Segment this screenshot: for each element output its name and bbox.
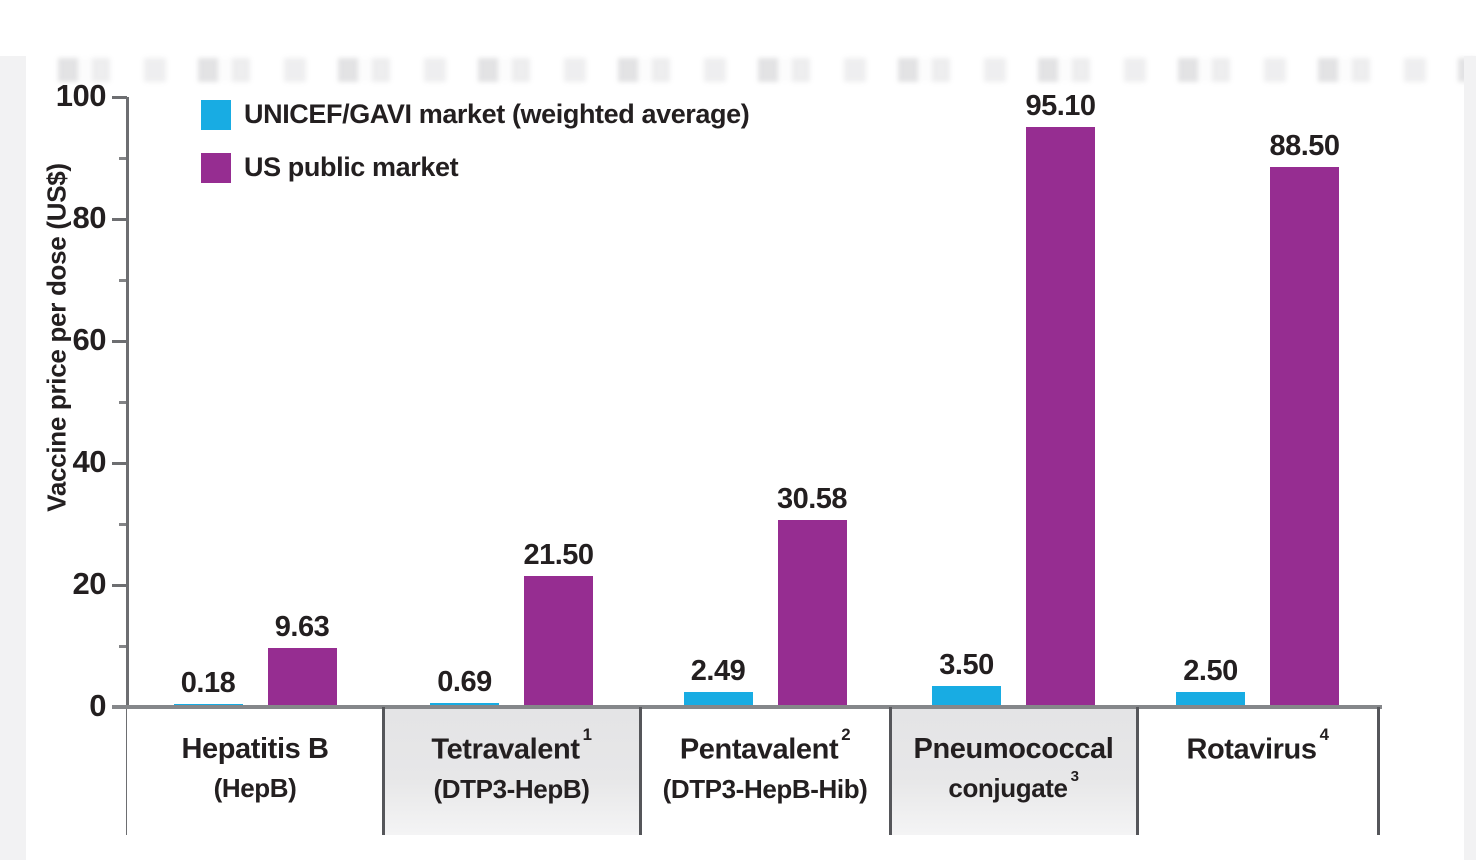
y-tick-label: 100 <box>55 78 107 113</box>
category-divider <box>381 707 385 835</box>
legend-swatch <box>201 99 231 130</box>
legend-item: UNICEF/GAVI market (weighted average) <box>201 99 750 130</box>
y-axis-minor-tick <box>119 156 127 160</box>
category-cell: Rotavirus 4 <box>1137 709 1378 835</box>
category-divider <box>1376 707 1380 835</box>
y-axis-minor-tick <box>119 278 127 282</box>
category-label: Pneumococcal <box>913 733 1114 765</box>
bar <box>1176 691 1245 707</box>
y-axis-line <box>126 97 129 835</box>
legend-swatch <box>201 152 231 183</box>
footnote-marker: 4 <box>1319 725 1329 745</box>
bar-value-label: 30.58 <box>776 483 848 516</box>
category-divider <box>1135 707 1139 835</box>
category-sublabel: conjugate 3 <box>948 767 1079 803</box>
bar-value-label: 9.63 <box>274 611 330 644</box>
top-crop-artifact <box>58 58 1476 82</box>
category-sublabel: (DTP3-HepB-Hib) <box>662 773 868 804</box>
category-label: Tetravalent 1 <box>431 725 592 766</box>
y-axis-tick <box>112 95 127 99</box>
bar-value-label: 0.18 <box>180 667 236 699</box>
bar <box>777 520 847 707</box>
y-tick-label: 60 <box>72 322 107 357</box>
category-label: Pentavalent 2 <box>679 725 851 766</box>
bar-value-label: 21.50 <box>523 538 594 571</box>
footnote-marker: 2 <box>841 725 851 745</box>
y-axis-tick <box>112 339 127 343</box>
category-sublabel: (HepB) <box>213 773 297 803</box>
y-axis-minor-tick <box>119 522 127 526</box>
category-label: Hepatitis B <box>181 733 329 765</box>
bar <box>683 691 753 707</box>
category-cell: Pneumococcal conjugate 3 <box>890 709 1137 835</box>
category-divider <box>888 707 892 835</box>
y-axis-minor-tick <box>119 644 127 648</box>
y-tick-label: 80 <box>72 200 107 235</box>
bar <box>932 685 1001 707</box>
footnote-marker: 1 <box>582 725 592 745</box>
y-tick-label: 0 <box>89 688 106 723</box>
legend-label: UNICEF/GAVI market (weighted average) <box>244 99 750 129</box>
category-cell: Pentavalent 2 (DTP3-HepB-Hib) <box>640 709 890 835</box>
bar-value-label: 0.69 <box>437 665 492 698</box>
bar <box>430 702 499 707</box>
bar <box>1026 126 1095 707</box>
category-label: Rotavirus 4 <box>1186 725 1329 766</box>
bar-value-label: 95.10 <box>1025 89 1096 122</box>
category-cell: Hepatitis B (HepB) <box>127 709 383 835</box>
y-tick-label: 40 <box>72 444 107 479</box>
y-axis-tick <box>112 583 127 587</box>
category-sublabel: (DTP3-HepB) <box>433 773 590 804</box>
y-tick-label: 20 <box>72 566 107 601</box>
y-axis-tick <box>112 217 127 221</box>
category-cell: Tetravalent 1 (DTP3-HepB) <box>383 709 640 835</box>
right-page-edge <box>1464 56 1476 860</box>
bar <box>1270 167 1339 707</box>
bar-value-label: 2.50 <box>1183 654 1238 687</box>
bar-value-label: 2.49 <box>690 654 746 687</box>
y-axis-minor-tick <box>119 400 127 404</box>
x-axis-baseline <box>112 705 1382 709</box>
footnote-marker: 3 <box>1070 767 1079 785</box>
bar-value-label: 3.50 <box>939 648 994 681</box>
bar-value-label: 88.50 <box>1269 130 1340 163</box>
legend-label: US public market <box>244 152 459 182</box>
legend-item: US public market <box>201 152 749 183</box>
left-page-edge <box>0 56 26 860</box>
category-divider <box>638 707 642 835</box>
bar <box>524 575 593 707</box>
legend: UNICEF/GAVI market (weighted average) US … <box>201 99 750 183</box>
y-axis-tick <box>112 461 127 465</box>
bar <box>267 648 337 707</box>
